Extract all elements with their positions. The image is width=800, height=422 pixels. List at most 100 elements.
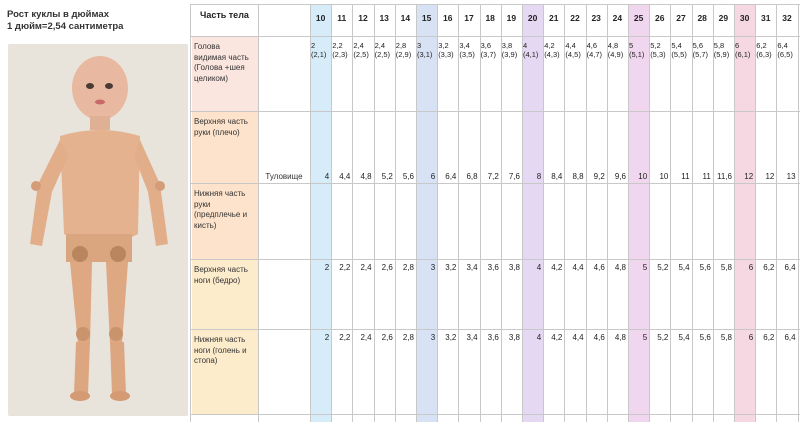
value-head-27: 5,4 (5,5) <box>671 41 687 59</box>
torso-value-32: 13 <box>786 172 796 181</box>
column-header-27: 27 <box>676 13 686 23</box>
grid-vline-11 <box>543 4 545 422</box>
value-upper_leg-19: 3,8 <box>508 263 520 272</box>
column-header-12: 12 <box>358 13 368 23</box>
value-head-19: 3,8 (3,9) <box>501 41 518 59</box>
column-header-20: 20 <box>527 13 538 23</box>
grid-vline-16 <box>649 4 651 422</box>
value-lower_leg-24: 4,8 <box>614 333 626 342</box>
grid-hline-0 <box>190 36 800 37</box>
grid-vline-23 <box>797 4 799 422</box>
torso-value-11: 4,4 <box>339 172 351 181</box>
row-label-bg-lower_arm <box>192 183 258 259</box>
value-head-13: 2,4 (2,5) <box>374 41 391 59</box>
value-upper_leg-24: 4,8 <box>614 263 626 272</box>
column-header-23: 23 <box>591 13 601 23</box>
highlight-column-30 <box>734 4 756 422</box>
torso-label: Туловище <box>265 172 303 181</box>
grid-hline-5 <box>190 414 800 415</box>
torso-value-20: 8 <box>536 172 542 181</box>
value-upper_leg-27: 5,4 <box>678 263 690 272</box>
grid-vline-19 <box>712 4 714 422</box>
column-header-32: 32 <box>782 13 792 23</box>
value-upper_leg-12: 2,4 <box>360 263 372 272</box>
doll-photo <box>8 44 188 416</box>
value-head-24: 4,8 (4,9) <box>607 41 624 59</box>
torso-value-22: 8,8 <box>572 172 584 181</box>
value-lower_leg-25: 5 <box>642 333 648 342</box>
torso-value-12: 4,8 <box>360 172 372 181</box>
column-header-28: 28 <box>697 13 707 23</box>
value-head-14: 2,8 (2,9) <box>395 41 412 59</box>
torso-value-19: 7,6 <box>508 172 520 181</box>
grid-vline-18 <box>691 4 693 422</box>
grid-hline-2 <box>190 183 800 184</box>
value-lower_leg-23: 4,6 <box>593 333 605 342</box>
grid-vline-8 <box>479 4 481 422</box>
value-head-22: 4,4 (4,5) <box>565 41 581 59</box>
torso-value-21: 8,4 <box>551 172 563 181</box>
value-upper_leg-28: 5,6 <box>699 263 711 272</box>
column-header-31: 31 <box>761 13 771 23</box>
grid-vline-12 <box>564 4 566 422</box>
highlight-column-25 <box>628 4 650 422</box>
value-head-20: 4 (4,1) <box>523 41 539 59</box>
torso-value-16: 6,4 <box>445 172 457 181</box>
column-header-22: 22 <box>570 13 580 23</box>
grid-hline-1 <box>190 111 800 112</box>
row-label-bg-head <box>192 36 258 111</box>
grid-vline-5 <box>416 4 417 422</box>
torso-value-13: 5,2 <box>381 172 393 181</box>
grid-vline-13 <box>585 4 587 422</box>
row-label-bg-upper_arm <box>192 111 258 183</box>
value-lower_leg-29: 5,8 <box>720 333 732 342</box>
value-lower_leg-17: 3,4 <box>466 333 478 342</box>
column-header-29: 29 <box>718 13 729 23</box>
grid-hline-top <box>190 4 800 5</box>
torso-value-27: 11 <box>681 172 690 181</box>
column-header-14: 14 <box>400 13 411 23</box>
column-header-26: 26 <box>655 13 665 23</box>
value-lower_leg-30: 6 <box>748 333 754 342</box>
doll-illustration <box>8 44 188 416</box>
row-label-head: Голова видимая часть (Голова +шея целико… <box>194 42 249 83</box>
title-line-1: Рост куклы в дюймах <box>7 9 109 20</box>
value-lower_leg-15: 3 <box>430 333 436 342</box>
value-lower_leg-11: 2,2 <box>339 333 351 342</box>
value-head-25: 5 (5,1) <box>629 41 645 59</box>
row-label-bg-upper_leg <box>192 259 258 329</box>
grid-hline-4 <box>190 329 800 330</box>
column-header-25: 25 <box>633 13 644 23</box>
value-head-31: 6,2 (6,3) <box>756 41 772 59</box>
torso-value-28: 11 <box>702 172 711 181</box>
torso-value-10: 4 <box>324 172 330 181</box>
torso-value-29: 11,6 <box>717 172 732 181</box>
column-header-21: 21 <box>549 13 559 23</box>
column-header-18: 18 <box>485 13 495 23</box>
value-lower_leg-13: 2,6 <box>381 333 393 342</box>
value-head-15: 3 (3,1) <box>417 41 433 59</box>
row-label-bg-lower_leg <box>192 329 258 414</box>
value-head-16: 3,2 (3,3) <box>438 41 454 59</box>
value-upper_leg-32: 6,4 <box>784 263 796 272</box>
grid-vline-lead-0 <box>190 4 191 422</box>
value-head-32: 6,4 (6,5) <box>777 41 793 59</box>
grid-vline-2 <box>352 4 354 422</box>
grid-vline-1 <box>331 4 333 422</box>
value-lower_leg-19: 3,8 <box>508 333 520 342</box>
value-head-28: 5,6 (5,7) <box>692 41 709 59</box>
torso-value-23: 9,2 <box>593 172 605 181</box>
highlight-column-20 <box>522 4 544 422</box>
grid-vline-10 <box>522 4 523 422</box>
highlight-column-15 <box>416 4 438 422</box>
torso-value-18: 7,2 <box>487 172 499 181</box>
grid-vline-22 <box>776 4 778 422</box>
grid-vline-lead-1 <box>258 4 259 422</box>
column-header-16: 16 <box>443 13 453 23</box>
row-label-lower_leg: Нижняя часть ноги (голень и стопа) <box>194 335 247 365</box>
value-head-17: 3,4 (3,5) <box>459 41 475 59</box>
value-lower_leg-10: 2 <box>324 333 330 342</box>
value-lower_leg-31: 6,2 <box>763 333 775 342</box>
grid-vline-21 <box>755 4 757 422</box>
grid-vline-20 <box>734 4 735 422</box>
